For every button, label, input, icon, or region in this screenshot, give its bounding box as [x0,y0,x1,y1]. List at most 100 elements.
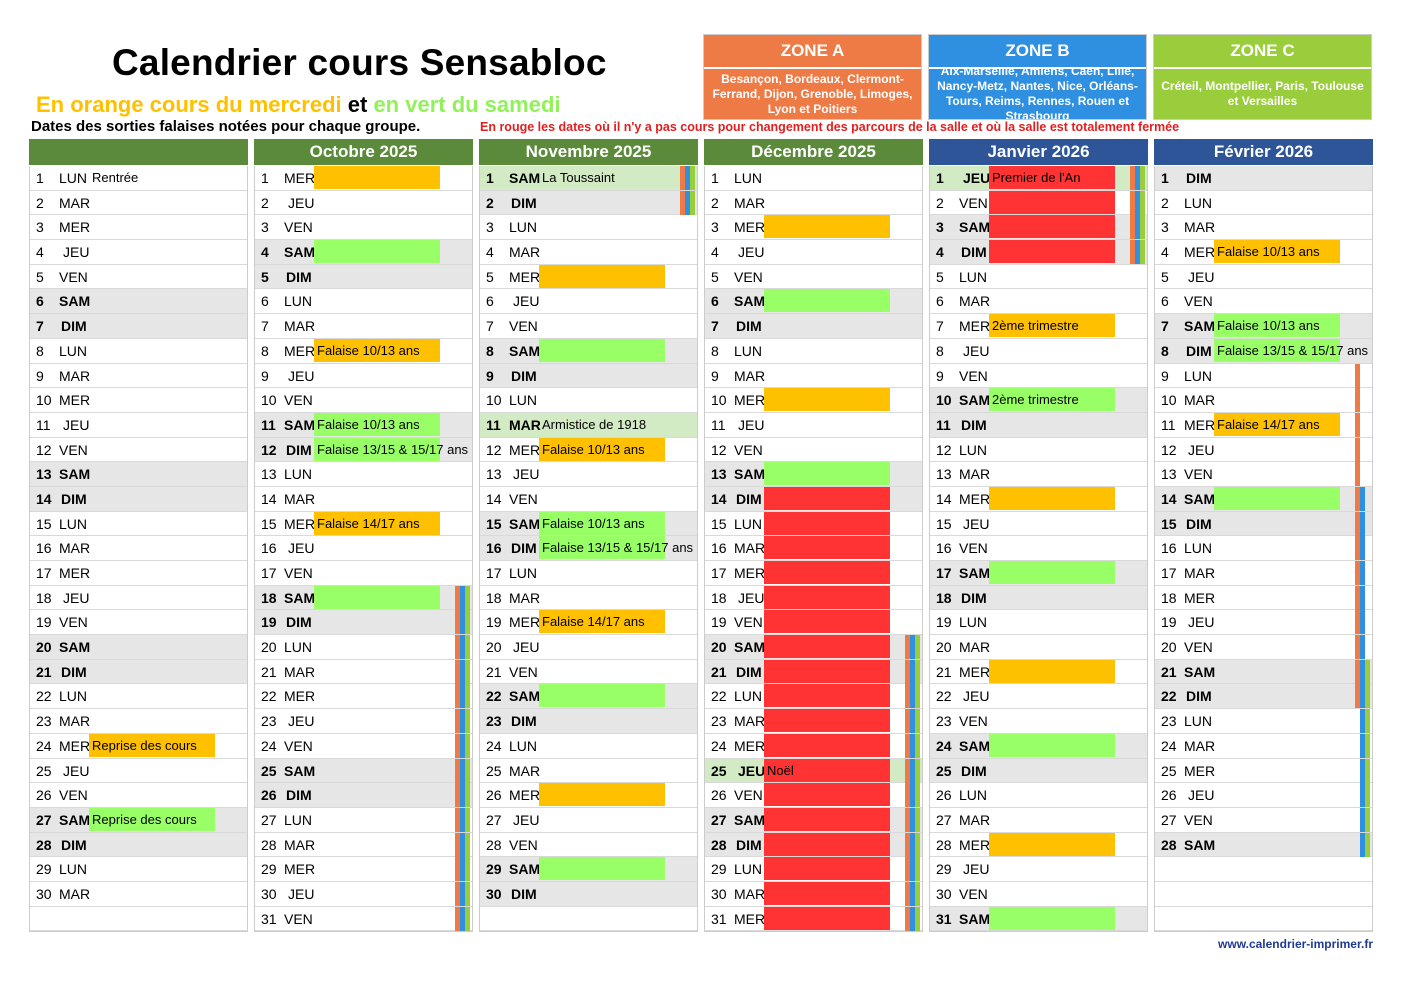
weekday: DIM [286,787,312,804]
day-number: 23 [936,713,952,730]
closure-cell [764,832,890,856]
weekday: SAM [959,737,991,754]
day-row [1155,907,1372,932]
zone-c-bar [1365,807,1370,832]
event-cell [314,585,440,609]
day-row: 10 LUN [480,388,697,413]
zone-a-bar [680,190,685,215]
day-row: 16 MAR [705,536,922,561]
day-number: 21 [1161,663,1177,680]
zone-b-bar [910,758,915,783]
weekday: VEN [59,268,88,285]
day-row: 8 LUN [705,339,922,364]
zone-b-cities: Aix-Marseille, Amiens, Caen, Lille, Nanc… [929,69,1146,119]
day-row: 8 DIM Falaise 13/15 & 15/17 ans [1155,338,1372,364]
day-number: 22 [36,688,52,705]
day-row: 21 MER [930,659,1147,685]
day-number: 24 [711,737,727,754]
day-number: 27 [36,811,52,828]
day-row: 19 JEU [1155,610,1372,636]
page-title: Calendrier cours Sensabloc [112,42,607,83]
zone-a-bar [455,783,460,808]
weekday: VEN [1184,466,1213,483]
zone-b-bar [460,906,465,931]
zone-a-bar [455,733,460,758]
day-row: 1 JEU Premier de l'An [930,166,1147,191]
day-row: 16 VEN [930,536,1147,561]
weekday: MER [284,170,316,186]
month-column: 1 LUN Rentrée 2 MAR 3 MER 4 JEU 5 VEN 6 SAM 7 DIM 8 LUN 9… [29,139,248,933]
day-row: 10 SAM 2ème trimestre [930,388,1147,413]
day-row: 27 SAM Reprise des cours [30,807,247,833]
zone-c-bar [1365,561,1370,585]
weekday: DIM [736,318,762,335]
zone-a-cities: Besançon, Bordeaux, Clermont-Ferrand, Di… [704,69,921,119]
day-row: 10 VEN [255,388,472,413]
day-number: 6 [711,293,719,310]
event-cell: Falaise 10/13 ans [539,511,665,535]
day-row: 8 LUN [30,339,247,364]
day-row: 9 MAR [705,364,922,389]
day-number: 7 [1161,318,1169,335]
zone-b-bar [1135,215,1140,240]
day-number: 31 [711,910,727,927]
zone-b-bar [460,807,465,832]
event-cell [989,486,1115,510]
event-cell [764,462,890,486]
weekday: VEN [284,565,313,581]
zone-b-bar [1360,610,1365,635]
weekday: SAM [734,811,766,828]
zone-a-bar [455,758,460,783]
footer-url[interactable]: www.calendrier-imprimer.fr [1218,937,1373,951]
holiday-zone-bars [905,684,920,709]
day-row: 28 DIM [30,832,247,858]
weekday: DIM [961,589,987,606]
day-row: 20 JEU [480,635,697,660]
weekday: JEU [1188,268,1215,285]
zone-c-bar [1365,487,1370,511]
weekday: JEU [1188,787,1215,804]
zone-b-bar [460,610,465,635]
event-cell: Falaise 13/15 & 15/17 ans [1214,338,1368,362]
day-number: 3 [1161,219,1169,236]
holiday-zone-bars [1130,190,1145,215]
holiday-zone-bars [1355,363,1370,388]
zone-c-bar [465,758,470,783]
day-row: 30 MAR [30,882,247,907]
day-row: 20 SAM [705,635,922,660]
day-row: 13 VEN [1155,462,1372,487]
event-cell: Falaise 14/17 ans [1214,412,1340,436]
day-row: 19 VEN [705,610,922,636]
holiday-zone-bars [1130,215,1145,240]
day-number: 30 [261,885,277,902]
zone-c-bar [465,857,470,882]
day-row: 16 MAR [30,536,247,561]
weekday: DIM [511,540,537,557]
weekday: MER [1184,589,1216,606]
zone-b-bar [910,709,915,734]
holiday-zone-bars [1355,733,1370,758]
weekday: DIM [511,367,537,384]
zone-a-bar [455,610,460,635]
zone-c-bar [915,733,920,758]
weekday: LUN [284,293,313,310]
day-row: 5 JEU [1155,265,1372,290]
day-number: 28 [1161,836,1177,853]
day-number: 6 [1161,293,1169,310]
holiday-zone-bars [1355,659,1370,684]
day-number: 1 [1161,170,1169,186]
day-row: 28 MAR [255,832,472,858]
day-number: 20 [261,639,277,656]
day-row: 9 LUN [1155,363,1372,389]
day-row: 22 SAM [480,684,697,710]
weekday: LUN [1184,540,1213,557]
day-number: 24 [36,737,52,754]
day-row: 7 DIM [30,314,247,339]
day-row: 15 SAM Falaise 10/13 ans [480,511,697,537]
holiday-zone-bars [1355,832,1370,857]
day-row: 4 MAR [480,240,697,265]
day-row: 5 DIM [255,264,472,290]
day-row: 29 SAM [480,857,697,882]
zone-b-bar [910,857,915,882]
day-row: 25 JEU [30,759,247,784]
